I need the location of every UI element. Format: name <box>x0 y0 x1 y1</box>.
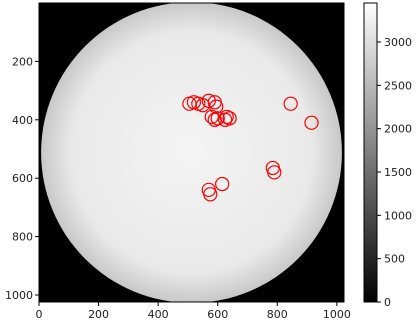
x-tick-label: 600 <box>207 308 228 321</box>
y-tick-label: 1000 <box>5 289 33 302</box>
y-tick-label: 200 <box>12 55 33 68</box>
colorbar-tick-label: 500 <box>384 253 405 266</box>
x-tick-label: 1000 <box>323 308 351 321</box>
y-tick-label: 400 <box>12 114 33 127</box>
solar-disk <box>41 3 342 302</box>
plot-frame <box>38 2 345 303</box>
marker-layer <box>182 93 319 202</box>
marker-circle <box>219 109 234 125</box>
colorbar-tick-label: 2500 <box>384 79 412 92</box>
marker-circle <box>218 112 233 127</box>
colorbar-gradient <box>363 2 378 303</box>
heatmap-plot: 0 200 400 600 800 1000 200 400 600 800 1000 <box>5 2 351 321</box>
marker-circle <box>304 115 319 130</box>
colorbar-tick-label: 1000 <box>384 209 412 222</box>
y-tick-label: 800 <box>12 231 33 244</box>
colorbar-tick-label: 0 <box>384 296 391 309</box>
x-tick-label: 800 <box>267 308 288 321</box>
marker-circle <box>201 93 216 108</box>
colorbar: 0 500 1000 1500 2000 2500 3000 <box>363 2 412 309</box>
x-axis: 0 200 400 600 800 1000 <box>36 302 351 321</box>
y-axis: 200 400 600 800 1000 <box>5 55 39 302</box>
colorbar-axis: 0 500 1000 1500 2000 2500 3000 <box>377 36 412 309</box>
marker-circle <box>215 176 230 192</box>
x-tick-label: 200 <box>88 308 109 321</box>
marker-circle <box>283 96 298 111</box>
y-tick-label: 600 <box>12 172 33 185</box>
marker-circle <box>204 109 219 125</box>
colorbar-tick-label: 2000 <box>384 123 412 136</box>
colorbar-tick-label: 1500 <box>384 166 412 179</box>
marker-circle <box>267 165 282 180</box>
x-tick-label: 0 <box>36 308 43 321</box>
colorbar-tick-label: 3000 <box>384 36 412 49</box>
marker-circle <box>210 111 225 126</box>
marker-circle <box>203 187 218 202</box>
x-tick-label: 400 <box>148 308 169 321</box>
